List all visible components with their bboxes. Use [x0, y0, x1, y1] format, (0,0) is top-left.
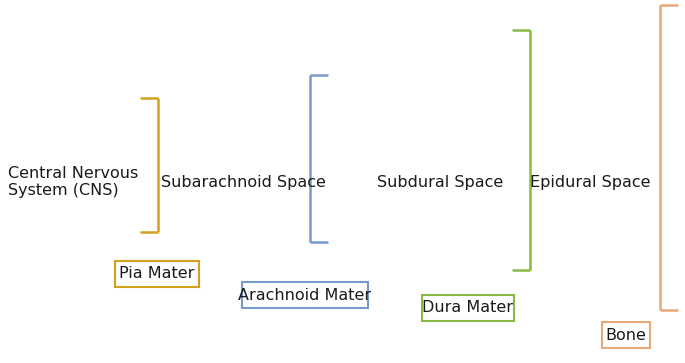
Text: Epidural Space: Epidural Space [530, 175, 650, 189]
Text: Arachnoid Mater: Arachnoid Mater [238, 287, 371, 302]
FancyBboxPatch shape [242, 282, 369, 308]
Text: Pia Mater: Pia Mater [119, 266, 195, 281]
FancyBboxPatch shape [115, 261, 199, 287]
Text: Subarachnoid Space: Subarachnoid Space [160, 175, 325, 189]
Text: Central Nervous
System (CNS): Central Nervous System (CNS) [8, 166, 138, 198]
FancyBboxPatch shape [601, 322, 650, 348]
Text: Bone: Bone [606, 327, 647, 343]
FancyBboxPatch shape [423, 295, 514, 321]
Text: Dura Mater: Dura Mater [423, 301, 514, 315]
Text: Subdural Space: Subdural Space [377, 175, 503, 189]
